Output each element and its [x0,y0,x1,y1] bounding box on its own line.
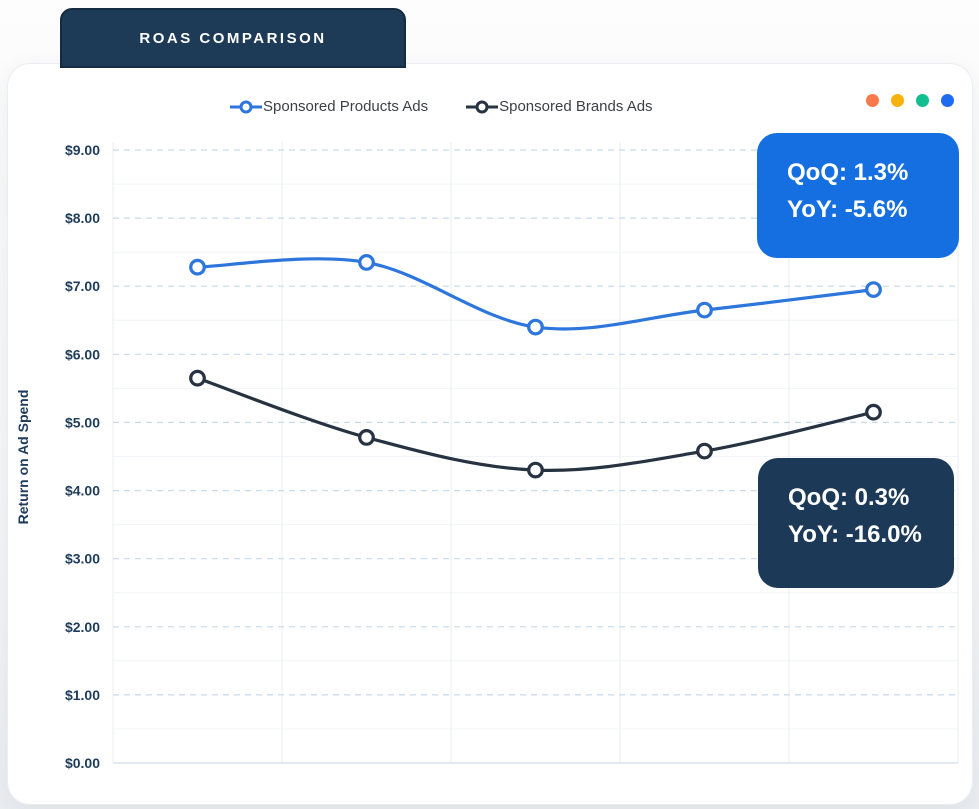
series-line-sponsored-products-ads [195,257,876,331]
y-tick-label: $8.00 [65,210,100,226]
y-tick-label: $7.00 [65,278,100,294]
legend-marker-icon [466,100,499,113]
annotation-badge-sponsored-brands: QoQ: 0.3% YoY: -16.0% [758,458,954,588]
window-dot-blue [941,94,954,107]
legend-item-sponsored-products-ads[interactable]: Sponsored Products Ads [230,98,428,115]
legend-item-sponsored-brands-ads[interactable]: Sponsored Brands Ads [466,98,653,115]
data-point-sponsored-products-ads[interactable] [527,318,544,336]
data-point-sponsored-products-ads[interactable] [696,301,713,319]
badge-yoy-value: YoY: -16.0% [788,521,922,548]
badge-qoq-value: QoQ: 1.3% [787,159,909,186]
annotation-badge-sponsored-products: QoQ: 1.3% YoY: -5.6% [757,133,959,258]
window-dot-green [916,94,929,107]
data-point-sponsored-brands-ads[interactable] [189,369,206,387]
data-point-sponsored-products-ads[interactable] [189,258,206,276]
badge-yoy-value: YoY: -5.6% [787,196,908,223]
y-tick-label: $1.00 [65,687,100,703]
y-axis-title: Return on Ad Spend [15,390,31,525]
y-tick-label: $5.00 [65,414,100,430]
y-tick-label: $9.00 [65,142,100,158]
page-title: ROAS COMPARISON [139,29,327,47]
y-tick-label: $4.00 [65,483,100,499]
data-point-sponsored-brands-ads[interactable] [527,461,544,479]
chart-card: $0.00 $1.00 $2.00 $3.00 $4.00 $5.00 $6.00 $7.00… [8,64,972,804]
color-dots [866,94,954,107]
window-dot-amber [891,94,904,107]
legend-label: Sponsored Products Ads [263,98,429,115]
chart-title-tab: ROAS COMPARISON [60,8,406,68]
legend-marker-icon [230,100,262,113]
data-point-sponsored-brands-ads[interactable] [358,429,375,446]
y-tick-label: $2.00 [65,619,100,635]
chart-legend: Sponsored Products Ads Sponsored Brands … [230,98,653,115]
legend-label: Sponsored Brands Ads [499,98,653,115]
data-point-sponsored-products-ads[interactable] [865,281,882,299]
window-dot-orange [866,94,879,107]
data-point-sponsored-brands-ads[interactable] [865,403,882,421]
data-point-sponsored-products-ads[interactable] [358,253,375,271]
data-point-sponsored-brands-ads[interactable] [696,442,713,460]
y-tick-label: $3.00 [65,551,100,567]
y-tick-label: $0.00 [65,755,100,771]
badge-qoq-value: QoQ: 0.3% [788,484,910,511]
y-tick-label: $6.00 [65,346,100,362]
